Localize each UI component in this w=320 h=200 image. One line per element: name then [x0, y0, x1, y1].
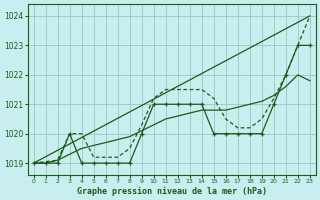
X-axis label: Graphe pression niveau de la mer (hPa): Graphe pression niveau de la mer (hPa) — [77, 187, 267, 196]
